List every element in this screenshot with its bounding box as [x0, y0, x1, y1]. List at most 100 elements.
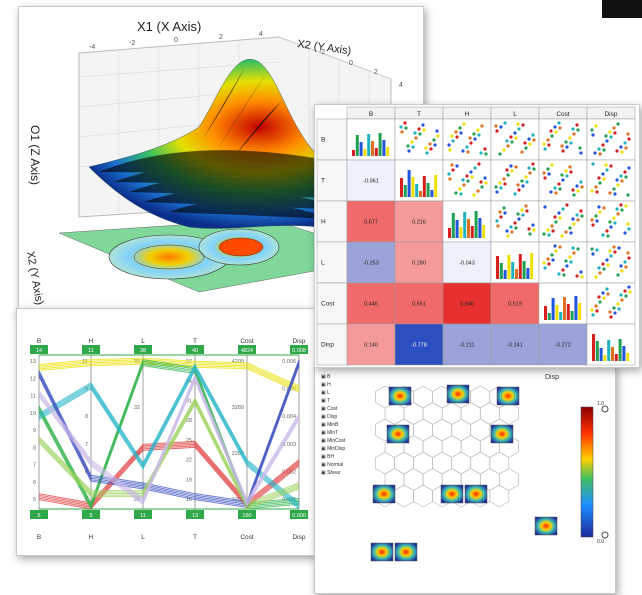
axis-max-handle[interactable]	[134, 345, 152, 354]
component-heatmap-tile[interactable]	[370, 542, 394, 562]
variable-list-item[interactable]: ▣ MinT	[321, 430, 339, 436]
variable-list-item[interactable]: ▣ MinB	[321, 422, 339, 428]
colorbar-max-handle[interactable]	[601, 405, 609, 413]
som-hex-cell[interactable]	[422, 402, 443, 425]
axis-min-handle[interactable]	[82, 510, 100, 519]
som-hex-cell[interactable]	[432, 451, 453, 475]
variable-list-item[interactable]: ▣ Cost	[321, 406, 338, 412]
correlation-value: 0.446	[364, 302, 378, 308]
scatter-point	[569, 231, 573, 235]
scatter-point	[615, 149, 619, 153]
som-hex-cell[interactable]	[413, 418, 433, 442]
som-hex-cell[interactable]	[460, 402, 481, 425]
variable-list-item[interactable]: ▣ Normal	[321, 462, 344, 468]
axis-max-handle[interactable]	[30, 345, 48, 354]
scatter-point	[498, 210, 502, 214]
scatter-point	[620, 150, 624, 154]
som-hex-cell[interactable]	[498, 468, 519, 491]
scatter-point	[550, 253, 554, 257]
component-heatmap-tile[interactable]	[388, 386, 412, 406]
scatter-point	[604, 134, 608, 138]
histogram-bar	[511, 262, 515, 279]
scatter-point	[605, 287, 609, 291]
som-hex-cell[interactable]	[470, 418, 491, 442]
axis-max-handle[interactable]	[186, 345, 204, 354]
variable-list-item[interactable]: ▣ BH	[321, 454, 335, 460]
axis-min-handle[interactable]	[134, 510, 152, 519]
component-heatmap-tile[interactable]	[464, 484, 488, 504]
data-line	[38, 363, 300, 504]
som-hex-cell[interactable]	[413, 385, 433, 409]
component-heatmap-tile[interactable]	[394, 542, 418, 562]
correlation-cell	[346, 323, 396, 366]
scatter-point	[594, 185, 598, 189]
axis-tick-label: 2289	[232, 451, 244, 457]
component-heatmap-tile[interactable]	[386, 424, 410, 444]
som-hex-cell[interactable]	[422, 435, 443, 458]
scatter-point	[454, 191, 458, 195]
som-hex-cell[interactable]	[413, 484, 433, 508]
axis-min-handle[interactable]	[290, 510, 308, 519]
som-hex-cell[interactable]	[479, 402, 500, 425]
scatter-point	[627, 256, 631, 260]
som-hex-cell[interactable]	[394, 484, 414, 508]
som-hex-cell[interactable]	[489, 484, 510, 508]
variable-list-item[interactable]: ▣ MinDisp	[321, 446, 346, 452]
som-hex-cell[interactable]	[441, 435, 462, 458]
component-heatmap-tile[interactable]	[490, 424, 514, 444]
axis-min-handle[interactable]	[186, 510, 204, 519]
component-heatmap-tile[interactable]	[496, 386, 520, 406]
som-hex-cell[interactable]	[451, 418, 472, 442]
variable-list-item[interactable]: ▣ T	[321, 398, 331, 404]
scatter-point	[606, 263, 610, 267]
scatter-point	[479, 180, 483, 184]
som-hex-cell[interactable]	[394, 451, 414, 475]
variable-list-item[interactable]: ▣ MinCost	[321, 438, 346, 444]
data-line	[38, 400, 300, 507]
som-hex-cell[interactable]	[470, 385, 491, 409]
som-hex-cell[interactable]	[384, 402, 405, 425]
axis-tick-label: 11	[30, 394, 36, 400]
scatter-point	[612, 245, 616, 249]
scatter-point	[462, 122, 466, 126]
scatter-point	[620, 179, 624, 183]
variable-list-item[interactable]: ▣ L	[321, 390, 330, 396]
colorbar	[580, 406, 594, 538]
component-heatmap-tile[interactable]	[372, 484, 396, 504]
matrix-row-header: Disp	[321, 342, 334, 349]
axis-max-handle[interactable]	[290, 345, 308, 354]
component-heatmap-tile[interactable]	[446, 384, 470, 404]
som-hex-cell[interactable]	[441, 402, 462, 425]
colorbar-min-handle[interactable]	[601, 531, 609, 539]
axis-min-handle[interactable]	[30, 510, 48, 519]
variable-list-item[interactable]: ▣ Shear	[321, 470, 341, 476]
scatter-point	[595, 248, 599, 252]
som-hex-cell[interactable]	[375, 451, 395, 475]
scatter-point	[590, 218, 594, 222]
som-hex-cell[interactable]	[432, 418, 453, 442]
axis-max-handle[interactable]	[238, 345, 256, 354]
som-hex-cell[interactable]	[470, 451, 491, 475]
component-heatmap-tile[interactable]	[534, 516, 558, 536]
axis-max-handle[interactable]	[82, 345, 100, 354]
som-hex-cell[interactable]	[498, 402, 519, 425]
scatter-point	[572, 132, 576, 136]
som-hex-cell[interactable]	[403, 468, 424, 491]
som-hex-cell[interactable]	[422, 468, 443, 491]
axis-min-handle[interactable]	[238, 510, 256, 519]
som-hex-cell[interactable]	[489, 451, 510, 475]
variable-list-item[interactable]: ▣ H	[321, 382, 331, 388]
scatter-point	[590, 247, 594, 251]
variable-list-item[interactable]: ▣ Disp	[321, 414, 338, 420]
som-hex-cell[interactable]	[460, 435, 481, 458]
som-hex-cell[interactable]	[451, 451, 472, 475]
axis-tick-label: 7	[33, 463, 36, 469]
histogram-bar	[463, 212, 467, 238]
som-hex-cell[interactable]	[413, 451, 433, 475]
scatter-point	[462, 183, 466, 187]
som-hex-cell[interactable]	[403, 402, 424, 425]
scatter-point	[591, 133, 595, 137]
scatter-point	[602, 296, 606, 300]
variable-list-item[interactable]: ▣ B	[321, 374, 331, 380]
component-heatmap-tile[interactable]	[440, 484, 464, 504]
